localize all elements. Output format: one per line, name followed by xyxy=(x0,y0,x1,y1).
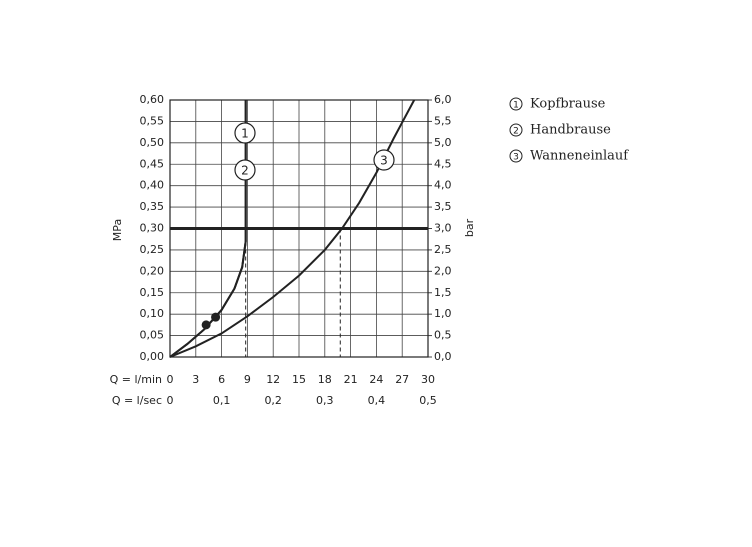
y2-tick-label: 4,0 xyxy=(434,179,452,192)
y2-tick-label: 0,5 xyxy=(434,329,452,342)
point xyxy=(211,312,221,322)
x2-tick-label: 0,3 xyxy=(316,394,334,407)
y2-tick-label: 5,0 xyxy=(434,136,452,149)
y-tick-label: 0,55 xyxy=(140,114,165,127)
x-tick-label: 27 xyxy=(395,373,409,386)
x-tick-label: 0 xyxy=(167,373,174,386)
legend-badge xyxy=(509,123,523,137)
y2-tick-label: 1,5 xyxy=(434,286,452,299)
legend-badge-label: 2 xyxy=(513,127,519,137)
y-tick-label: 0,50 xyxy=(140,136,165,149)
x-tick-label: 6 xyxy=(218,373,225,386)
curve-badge xyxy=(234,159,256,181)
x-tick-label: 9 xyxy=(244,373,251,386)
y2-tick-label: 1,0 xyxy=(434,307,452,320)
x-axis-label: Q = l/min xyxy=(110,373,162,386)
legend-label: Kopfbrause xyxy=(530,97,606,112)
y-tick-label: 0,15 xyxy=(140,286,165,299)
curve-badge-label: 1 xyxy=(241,127,249,141)
y-tick-label: 0,05 xyxy=(140,329,165,342)
x-tick-label: 12 xyxy=(266,373,280,386)
x-tick-label: 21 xyxy=(344,373,358,386)
x2-tick-label: 0,5 xyxy=(419,394,437,407)
y2-tick-label: 2,0 xyxy=(434,264,452,277)
y2-axis-label: bar xyxy=(463,218,476,237)
x2-axis-label: Q = l/sec xyxy=(112,394,162,407)
x-tick-label: 18 xyxy=(318,373,332,386)
y2-tick-label: 3,5 xyxy=(434,200,452,213)
y-axis-label: MPa xyxy=(111,219,124,241)
x-tick-label: 24 xyxy=(369,373,383,386)
y2-tick-label: 2,5 xyxy=(434,243,452,256)
y-tick-label: 0,30 xyxy=(140,222,165,235)
legend-badge xyxy=(509,97,523,111)
y-tick-label: 0,00 xyxy=(140,350,165,363)
y-tick-label: 0,25 xyxy=(140,243,165,256)
legend-badge-label: 3 xyxy=(513,153,519,163)
y2-tick-label: 5,5 xyxy=(434,114,452,127)
y2-tick-label: 3,0 xyxy=(434,222,452,235)
legend-badge-label: 1 xyxy=(513,101,519,111)
y-tick-label: 0,20 xyxy=(140,264,165,277)
y-tick-label: 0,40 xyxy=(140,179,165,192)
x-tick-label: 30 xyxy=(421,373,435,386)
y2-tick-label: 6,0 xyxy=(434,93,452,106)
legend-badge xyxy=(509,149,523,163)
y2-tick-label: 0,0 xyxy=(434,350,452,363)
x-tick-label: 3 xyxy=(192,373,199,386)
legend-label: Wanneneinlauf xyxy=(530,149,629,164)
x2-tick-label: 0,2 xyxy=(264,394,282,407)
curve-badge-label: 2 xyxy=(241,164,249,178)
y-tick-label: 0,10 xyxy=(140,307,165,320)
point xyxy=(201,320,211,330)
curve-badge-label: 3 xyxy=(380,154,388,168)
y-tick-label: 0,45 xyxy=(140,157,165,170)
curve-badge xyxy=(373,149,395,171)
curve-badge xyxy=(234,122,256,144)
x2-tick-label: 0 xyxy=(167,394,174,407)
y-tick-label: 0,35 xyxy=(140,200,165,213)
x2-tick-label: 0,4 xyxy=(368,394,386,407)
x-tick-label: 15 xyxy=(292,373,306,386)
legend-label: Handbrause xyxy=(530,123,611,138)
x2-tick-label: 0,1 xyxy=(213,394,231,407)
y2-tick-label: 4,5 xyxy=(434,157,452,170)
curve xyxy=(169,100,247,358)
y-tick-label: 0,60 xyxy=(140,93,165,106)
